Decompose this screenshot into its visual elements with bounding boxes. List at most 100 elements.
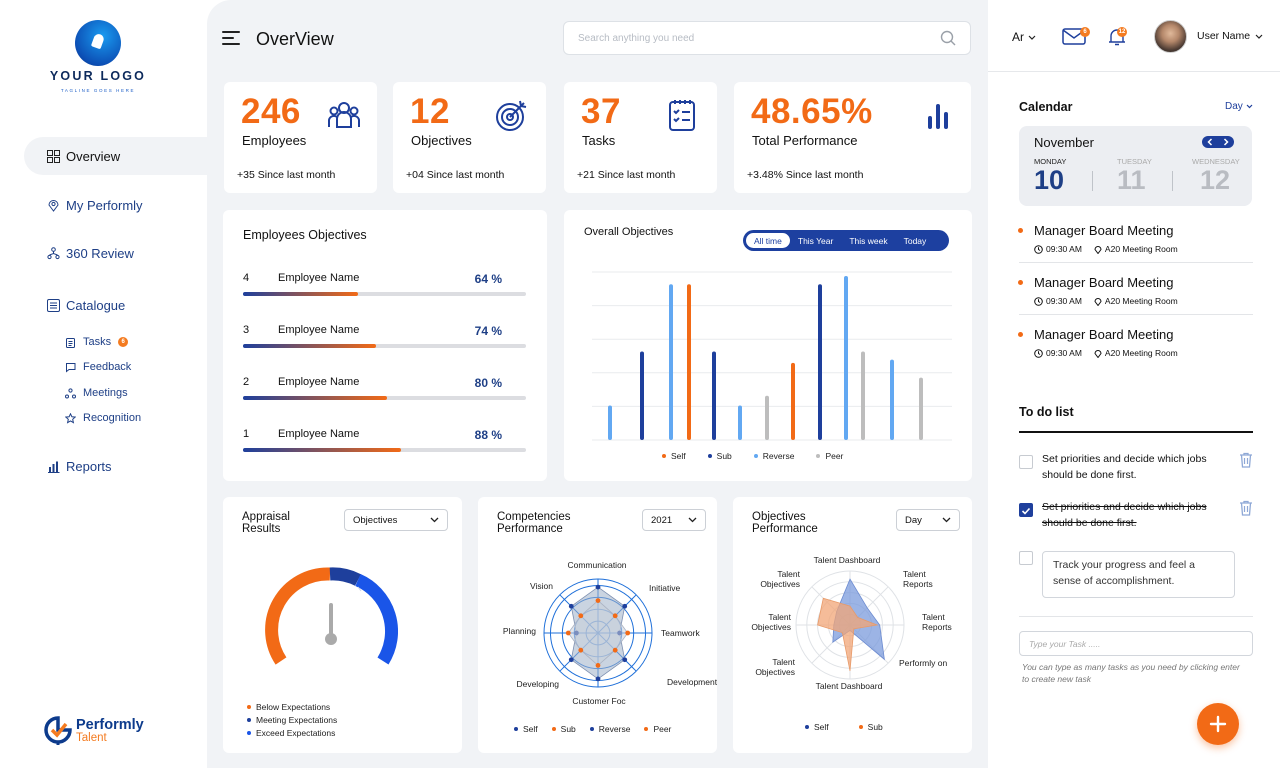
user-menu[interactable]: User Name (1197, 30, 1263, 42)
bar-self[interactable] (687, 284, 691, 440)
event-time: 09:30 AM (1034, 348, 1082, 358)
sidebar-subitem-recognition[interactable]: Recognition (65, 410, 141, 426)
period-select[interactable]: Day (896, 509, 960, 531)
radar-point[interactable] (612, 647, 618, 653)
employee-name: Employee Name (278, 376, 360, 388)
next-month-icon[interactable] (1223, 138, 1229, 146)
search-input[interactable]: Search anything you need (563, 21, 971, 55)
sidebar-subitem-label: Meetings (83, 387, 128, 399)
todo-edit-field[interactable]: Track your progress and feel a sense of … (1042, 551, 1235, 598)
radar-point[interactable] (625, 630, 631, 636)
radar-point[interactable] (622, 603, 628, 609)
tab-this-year[interactable]: This Year (797, 235, 834, 246)
bar-sub[interactable] (640, 351, 644, 440)
user-avatar[interactable] (1154, 20, 1187, 53)
legend-sub: Sub (551, 724, 576, 734)
year-select[interactable]: 2021 (642, 509, 706, 531)
language-select[interactable]: Ar (1012, 30, 1036, 44)
todo-checkbox[interactable] (1019, 551, 1033, 565)
legend-label: Exceed Expectations (256, 728, 336, 738)
legend-self: Self (662, 451, 686, 461)
bar-sub[interactable] (818, 284, 822, 440)
radar-point[interactable] (568, 657, 574, 663)
bar-reverse[interactable] (890, 359, 894, 440)
employee-rank: 3 (243, 324, 250, 336)
radar-point[interactable] (578, 647, 584, 653)
day-wednesday[interactable]: WEDNESDAY 12 (1192, 157, 1240, 194)
employee-row[interactable]: 4 Employee Name 64 % (243, 272, 526, 312)
employee-row[interactable]: 1 Employee Name 88 % (243, 428, 526, 468)
radar-point[interactable] (568, 603, 574, 609)
tab-this-week[interactable]: This week (849, 235, 888, 246)
radar-axis-label: Development (667, 677, 717, 687)
sidebar-item-my-performly[interactable]: My Performly (47, 194, 143, 216)
appraisal-select[interactable]: Objectives (344, 509, 448, 531)
tab-today[interactable]: Today (903, 235, 927, 246)
day-name: MONDAY (1034, 157, 1067, 166)
todo-checkbox-checked[interactable] (1019, 503, 1033, 517)
event-title[interactable]: Manager Board Meeting (1034, 327, 1174, 342)
prev-month-icon[interactable] (1207, 138, 1213, 146)
brand-logo: Performly Talent (44, 716, 144, 746)
bar-reverse[interactable] (669, 284, 673, 440)
radar-point[interactable] (622, 657, 628, 663)
new-task-input[interactable]: Type your Task ..... (1019, 631, 1253, 656)
sidebar-subitem-meetings[interactable]: Meetings (65, 385, 128, 401)
radar-point[interactable] (595, 663, 601, 668)
event-time: 09:30 AM (1034, 296, 1082, 306)
trash-icon[interactable] (1239, 500, 1253, 516)
employee-row[interactable]: 3 Employee Name 74 % (243, 324, 526, 364)
menu-toggle-button[interactable] (222, 31, 240, 47)
sidebar-item-overview[interactable]: Overview (47, 145, 120, 167)
radar-axis-label: Customer Foc (572, 696, 626, 706)
legend-label: Self (671, 451, 686, 461)
trash-icon[interactable] (1239, 452, 1253, 468)
day-tuesday[interactable]: TUESDAY 11 (1117, 157, 1152, 194)
legend-below: Below Expectations (247, 702, 337, 712)
radar-series-sub[interactable] (817, 597, 879, 671)
bar-sub[interactable] (712, 351, 716, 440)
radar-point[interactable] (612, 613, 618, 619)
bar-peer[interactable] (765, 395, 769, 440)
day-monday[interactable]: MONDAY 10 (1034, 157, 1066, 194)
event-title[interactable]: Manager Board Meeting (1034, 223, 1174, 238)
bar-self[interactable] (791, 362, 795, 440)
calendar-title: Calendar (1019, 100, 1073, 114)
sidebar-item-catalogue[interactable]: Catalogue (47, 294, 125, 316)
bar-reverse[interactable] (738, 405, 742, 440)
search-icon[interactable] (940, 30, 956, 46)
radar-point[interactable] (595, 598, 601, 603)
radar-point[interactable] (595, 676, 601, 682)
bar-peer[interactable] (861, 351, 865, 440)
card-title: Competencies Performance (497, 511, 571, 535)
star-badge-icon (65, 412, 76, 424)
gauge-hub (325, 633, 337, 645)
mail-button[interactable]: 6 (1062, 26, 1090, 46)
month-nav (1202, 136, 1234, 148)
bar-reverse[interactable] (608, 405, 612, 440)
employee-row[interactable]: 2 Employee Name 80 % (243, 376, 526, 416)
bar-reverse[interactable] (844, 276, 848, 440)
bar-peer[interactable] (919, 377, 923, 440)
event-meta: 09:30 AM A20 Meeting Room (1034, 348, 1178, 358)
calendar-mode-select[interactable]: Day (1225, 101, 1253, 112)
gauge-needle (329, 603, 333, 636)
radar-point[interactable] (595, 584, 601, 590)
legend-label: Reverse (762, 451, 795, 461)
add-task-button[interactable] (1197, 703, 1239, 745)
progress-track (243, 396, 526, 400)
legend-peer: Peer (816, 451, 843, 461)
radar-axis-label: Communication (567, 560, 626, 570)
sidebar-subitem-feedback[interactable]: Feedback (65, 359, 131, 375)
todo-checkbox[interactable] (1019, 455, 1033, 469)
radar-axis-label: Talent Objectives (760, 569, 800, 589)
sidebar-item-reports[interactable]: Reports (47, 455, 112, 477)
notifications-button[interactable]: 12 (1107, 27, 1131, 49)
sidebar-item-360-review[interactable]: 360 Review (47, 242, 134, 264)
tab-all-time[interactable]: All time (746, 233, 790, 248)
event-dot (1018, 332, 1023, 337)
radar-point[interactable] (578, 613, 584, 619)
event-title[interactable]: Manager Board Meeting (1034, 275, 1174, 290)
radar-point[interactable] (565, 630, 571, 636)
sidebar-subitem-tasks[interactable]: Tasks 6 (65, 334, 129, 350)
